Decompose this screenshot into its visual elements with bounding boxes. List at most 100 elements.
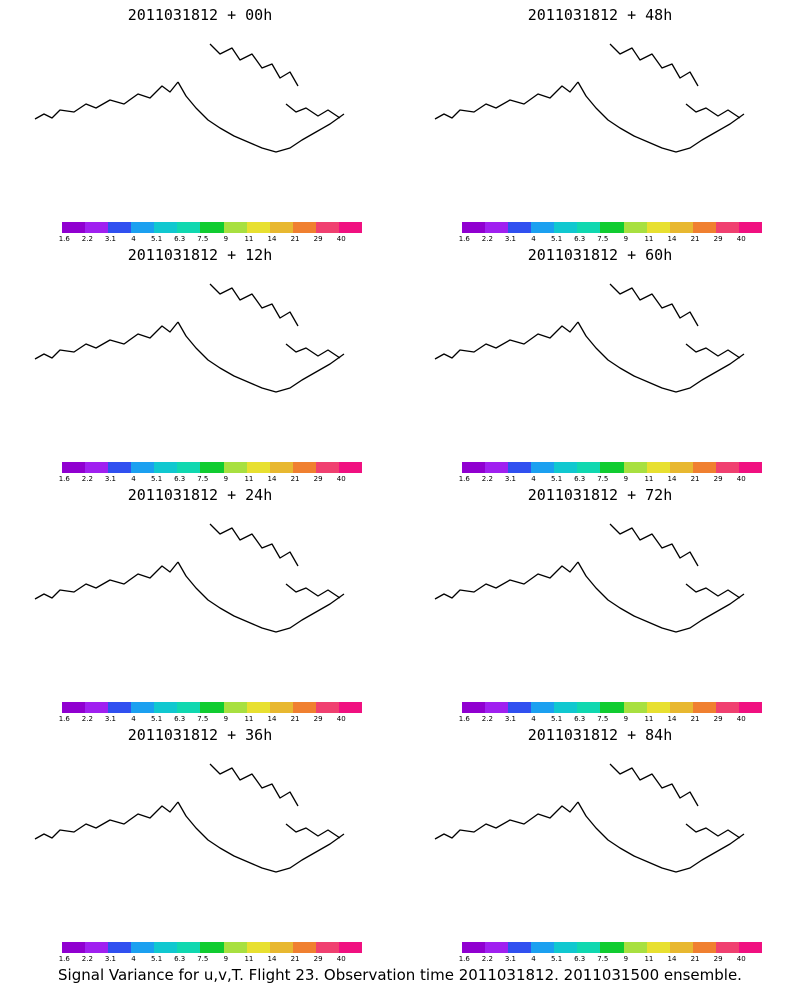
- colorbar-swatch: [246, 222, 270, 233]
- colorbar-tick-label: 9: [623, 715, 629, 723]
- colorbar-swatch: [223, 942, 247, 953]
- variance-map: [400, 504, 800, 694]
- colorbar-swatch: [600, 222, 624, 233]
- colorbar-swatch: [177, 702, 201, 713]
- colorbar-tick-label: 1.6: [58, 955, 70, 963]
- colorbar-tick-label: 4: [131, 235, 136, 243]
- colorbar-tick-label: 7.5: [197, 475, 209, 483]
- colorbar-swatch: [531, 462, 555, 473]
- colorbar-swatch: [177, 462, 201, 473]
- colorbar-tick-label: 11: [244, 955, 254, 963]
- colorbar-swatch: [715, 702, 739, 713]
- colorbar-tick-label: 21: [690, 235, 700, 243]
- colorbar-tick-label: 4: [531, 715, 536, 723]
- colorbar-tick-label: 1.6: [58, 235, 70, 243]
- colorbar-tick-label: 3.1: [104, 475, 117, 483]
- colorbar-swatch: [62, 942, 86, 953]
- colorbar-swatch: [269, 702, 293, 713]
- panel-title: 2011031812 + 84h: [527, 726, 673, 744]
- colorbar-swatch: [692, 462, 716, 473]
- map-panel: 2011031812 + 00h 1.6 2.2 3.1 4 5.1 6.3 7.5 9 11 14…: [0, 0, 400, 245]
- colorbar-tick-label: 5.1: [551, 475, 563, 483]
- colorbar-tick-label: 9: [223, 235, 229, 243]
- colorbar-tick-label: 5.1: [151, 475, 163, 483]
- colorbar-tick-label: 21: [690, 715, 700, 723]
- colorbar-swatch: [338, 222, 363, 233]
- colorbar-swatch: [577, 942, 601, 953]
- colorbar-tick-label: 9: [623, 475, 629, 483]
- colorbar-tick-label: 4: [131, 955, 136, 963]
- colorbar-tick-label: 21: [690, 955, 700, 963]
- colorbar: [62, 942, 363, 953]
- figure-caption: Signal Variance for u,v,T. Flight 23. Ob…: [58, 966, 742, 984]
- colorbar-labels: 1.6 2.2 3.1 4 5.1 6.3 7.5 9 11 14 21 29 40: [58, 955, 362, 965]
- colorbar-tick-label: 14: [667, 955, 677, 963]
- colorbar-tick-label: 21: [290, 715, 300, 723]
- colorbar-swatch: [600, 942, 624, 953]
- colorbar: [62, 462, 363, 473]
- colorbar-tick-label: 21: [290, 475, 300, 483]
- colorbar-tick-label: 11: [644, 715, 654, 723]
- colorbar-swatch: [292, 702, 316, 713]
- colorbar-tick-label: 40: [336, 715, 346, 723]
- colorbar-swatch: [508, 942, 532, 953]
- panel-title: 2011031812 + 60h: [527, 246, 673, 264]
- colorbar-swatch: [338, 462, 363, 473]
- colorbar-tick-label: 6.3: [574, 715, 586, 723]
- colorbar-swatch: [85, 942, 109, 953]
- colorbar-swatch: [200, 462, 224, 473]
- colorbar-swatch: [269, 222, 293, 233]
- colorbar-tick-label: 4: [131, 715, 136, 723]
- map-panel: 2011031812 + 60h 1.6 2.2 3.1 4 5.1 6.3 7.5 9 11 14…: [400, 240, 800, 485]
- colorbar-labels: 1.6 2.2 3.1 4 5.1 6.3 7.5 9 11 14 21 29 40: [459, 955, 762, 965]
- colorbar-tick-label: 5.1: [151, 955, 163, 963]
- colorbar-swatch: [315, 702, 339, 713]
- map-panel: 2011031812 + 36h 1.6 2.2 3.1 4 5.1 6.3 7.5 9 11 14…: [0, 720, 400, 965]
- colorbar: [62, 702, 363, 713]
- colorbar-tick-label: 3.1: [104, 235, 117, 243]
- colorbar-swatch: [531, 702, 555, 713]
- colorbar-tick-label: 6.3: [174, 715, 186, 723]
- colorbar-swatch: [154, 702, 178, 713]
- colorbar-swatch: [485, 222, 509, 233]
- colorbar-swatch: [269, 462, 293, 473]
- colorbar-swatch: [646, 462, 670, 473]
- colorbar-tick-label: 14: [667, 715, 677, 723]
- colorbar-swatch: [154, 222, 178, 233]
- colorbar-swatch: [485, 702, 509, 713]
- colorbar-tick-label: 2.2: [481, 475, 493, 483]
- colorbar-labels: 1.6 2.2 3.1 4 5.1 6.3 7.5 9 11 14 21 29 40: [59, 715, 362, 725]
- colorbar-swatch: [669, 222, 693, 233]
- colorbar-swatch: [108, 462, 132, 473]
- colorbar-tick-label: 6.3: [574, 475, 586, 483]
- colorbar: [462, 462, 763, 473]
- colorbar-labels: 1.6 2.2 3.1 4 5.1 6.3 7.5 9 11 14 21 29 40: [59, 475, 362, 485]
- colorbar-tick-label: 29: [713, 955, 723, 963]
- colorbar-tick-label: 6.3: [174, 235, 186, 243]
- colorbar-tick-label: 7.5: [597, 475, 609, 483]
- colorbar-swatch: [738, 942, 763, 953]
- colorbar-swatch: [577, 702, 601, 713]
- colorbar-tick-label: 7.5: [197, 715, 209, 723]
- colorbar: [462, 702, 763, 713]
- colorbar-tick-label: 29: [713, 475, 723, 483]
- colorbar-tick-label: 11: [644, 955, 654, 963]
- colorbar: [462, 942, 763, 953]
- colorbar-tick-label: 40: [336, 955, 346, 963]
- colorbar-tick-label: 9: [623, 955, 629, 963]
- panel-title: 2011031812 + 48h: [527, 6, 673, 24]
- colorbar-tick-label: 2.2: [81, 235, 93, 243]
- colorbar: [62, 222, 363, 233]
- colorbar-tick-label: 6.3: [574, 235, 586, 243]
- colorbar-tick-label: 1.6: [458, 475, 470, 483]
- colorbar-swatch: [200, 942, 224, 953]
- colorbar-swatch: [315, 942, 339, 953]
- colorbar-swatch: [646, 222, 670, 233]
- colorbar-swatch: [669, 462, 693, 473]
- colorbar-tick-label: 14: [667, 475, 677, 483]
- colorbar-tick-label: 29: [313, 475, 323, 483]
- colorbar-swatch: [669, 702, 693, 713]
- colorbar-tick-label: 6.3: [574, 955, 586, 963]
- panel-title: 2011031812 + 24h: [127, 486, 273, 504]
- colorbar-tick-label: 2.2: [81, 955, 93, 963]
